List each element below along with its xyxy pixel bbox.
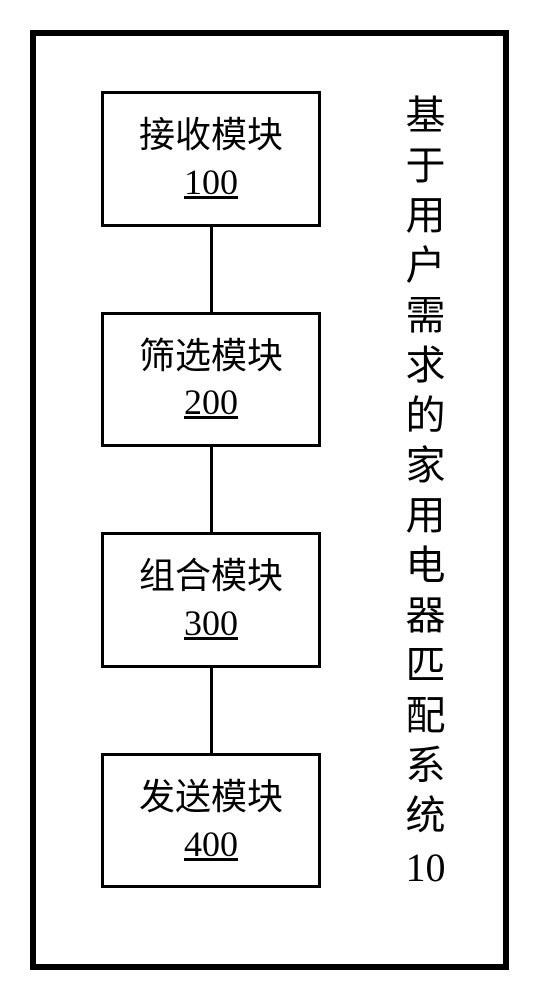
title-number: 10 [406,846,446,890]
module-box-send: 发送模块 400 [101,753,321,889]
vertical-title: 基 于 用 户 需 求 的 家 用 电 器 匹 配 系 统 10 [403,91,448,890]
diagram-frame: 接收模块 100 筛选模块 200 组合模块 300 发送模块 400 基 于 … [30,30,509,970]
module-number: 300 [114,600,308,647]
title-char: 统 [406,791,446,841]
title-char: 用 [406,491,446,541]
module-box-receive: 接收模块 100 [101,91,321,227]
module-number: 100 [114,159,308,206]
connector-line [210,447,213,532]
title-char: 户 [406,241,446,291]
title-char: 家 [406,441,446,491]
title-char: 系 [406,741,446,791]
flowchart-container: 接收模块 100 筛选模块 200 组合模块 300 发送模块 400 [71,91,351,888]
module-label: 组合模块 [114,553,308,600]
title-char: 基 [406,91,446,141]
module-number: 200 [114,379,308,426]
module-label: 接收模块 [114,112,308,159]
title-char: 用 [406,191,446,241]
title-char: 需 [406,291,446,341]
title-char: 电 [406,541,446,591]
module-box-filter: 筛选模块 200 [101,312,321,448]
title-char: 器 [406,591,446,641]
title-char: 匹 [406,641,446,691]
module-label: 筛选模块 [114,333,308,380]
title-char: 的 [406,391,446,441]
module-number: 400 [114,821,308,868]
title-char: 求 [406,341,446,391]
module-box-combine: 组合模块 300 [101,532,321,668]
title-char: 于 [406,141,446,191]
connector-line [210,668,213,753]
connector-line [210,227,213,312]
module-label: 发送模块 [114,774,308,821]
title-char: 配 [406,691,446,741]
